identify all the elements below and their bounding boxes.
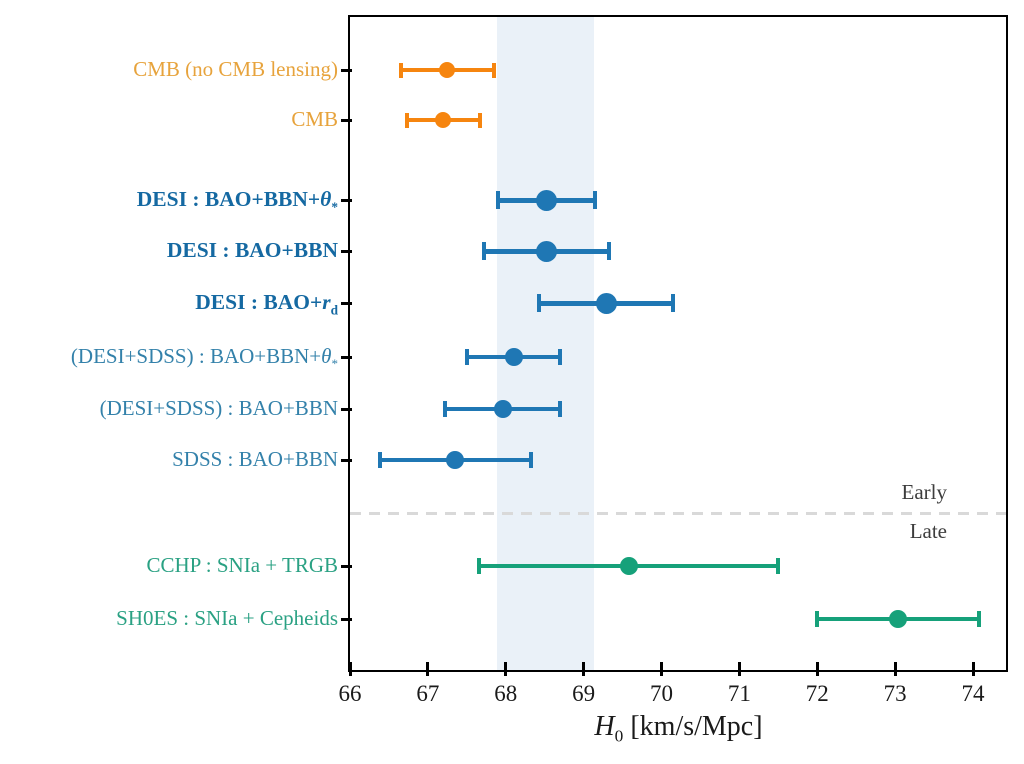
errorbar-cap-right [558, 349, 563, 365]
errorbar-cap-right [776, 558, 781, 574]
data-point-marker [889, 610, 908, 628]
errorbar-cap-left [537, 294, 542, 312]
row-label: CCHP : SNIa + TRGB [146, 553, 338, 577]
x-tick [660, 662, 663, 676]
errorbar-cap-right [492, 62, 497, 78]
row-label: CMB (no CMB lensing) [133, 57, 338, 81]
x-tick-label: 71 [727, 681, 751, 706]
y-tick [341, 118, 352, 122]
reference-band [497, 17, 594, 670]
errorbar-cap-left [377, 452, 382, 468]
x-tick [582, 662, 586, 676]
late-label: Late [909, 519, 947, 543]
early-late-divider [350, 512, 1006, 515]
x-tick-label: 70 [650, 681, 673, 706]
x-tick-label: 68 [494, 681, 518, 706]
y-tick [341, 249, 352, 253]
data-point-marker [493, 400, 512, 418]
errorbar-cap-left [443, 401, 447, 417]
errorbar-cap-right [528, 452, 533, 468]
x-tick-label: 69 [572, 681, 596, 706]
x-tick [737, 662, 741, 676]
errorbar-cap-left [815, 611, 820, 627]
x-tick [893, 662, 897, 676]
x-tick-label: 67 [416, 681, 440, 706]
errorbar-cap-left [404, 112, 409, 128]
y-tick [341, 617, 352, 621]
y-tick [341, 68, 352, 72]
early-label: Early [901, 480, 947, 504]
errorbar-cap-left [398, 62, 403, 78]
x-tick-label: 72 [805, 681, 829, 706]
y-tick [341, 198, 352, 202]
errorbar-cap-right [606, 242, 611, 260]
row-label: SDSS : BAO+BBN [172, 447, 338, 471]
row-label: DESI : BAO+BBN+θ* [136, 187, 338, 215]
x-tick [971, 662, 975, 676]
row-label: CMB [291, 107, 338, 131]
errorbar-cap-right [977, 611, 982, 627]
data-point-marker [504, 348, 523, 366]
x-tick [426, 662, 430, 676]
x-tick [504, 662, 508, 676]
errorbar-cap-left [495, 191, 500, 209]
data-point-marker [435, 112, 452, 128]
x-tick-label: 66 [338, 681, 362, 706]
row-label: (DESI+SDSS) : BAO+BBN [99, 396, 338, 420]
errorbar-cap-right [671, 294, 676, 312]
y-tick [341, 355, 352, 359]
errorbar-cap-left [464, 349, 469, 365]
x-tick-label: 74 [961, 681, 985, 706]
x-axis-title: H0 [km/s/Mpc] [594, 711, 763, 746]
data-point-marker [535, 240, 557, 262]
y-tick [341, 458, 352, 462]
x-tick-label: 73 [883, 681, 907, 706]
errorbar-cap-left [481, 242, 486, 260]
errorbar-cap-right [478, 112, 483, 128]
y-tick [341, 564, 352, 568]
plot-area [348, 15, 1008, 672]
errorbar-cap-left [477, 558, 482, 574]
errorbar-cap-right [558, 401, 563, 417]
data-point-marker [619, 557, 638, 575]
x-tick [815, 662, 819, 676]
x-tick [348, 662, 352, 676]
row-label: DESI : BAO+rd [195, 290, 338, 318]
data-point-marker [446, 451, 465, 469]
row-label: DESI : BAO+BBN [166, 238, 338, 262]
errorbar-cap-right [592, 191, 597, 209]
y-tick [341, 301, 352, 305]
row-label: SH0ES : SNIa + Cepheids [116, 606, 338, 630]
data-point-marker [439, 62, 456, 78]
y-tick [341, 407, 352, 411]
row-label: (DESI+SDSS) : BAO+BBN+θ* [70, 344, 338, 372]
data-point-marker [595, 292, 617, 314]
data-point-marker [535, 189, 557, 211]
